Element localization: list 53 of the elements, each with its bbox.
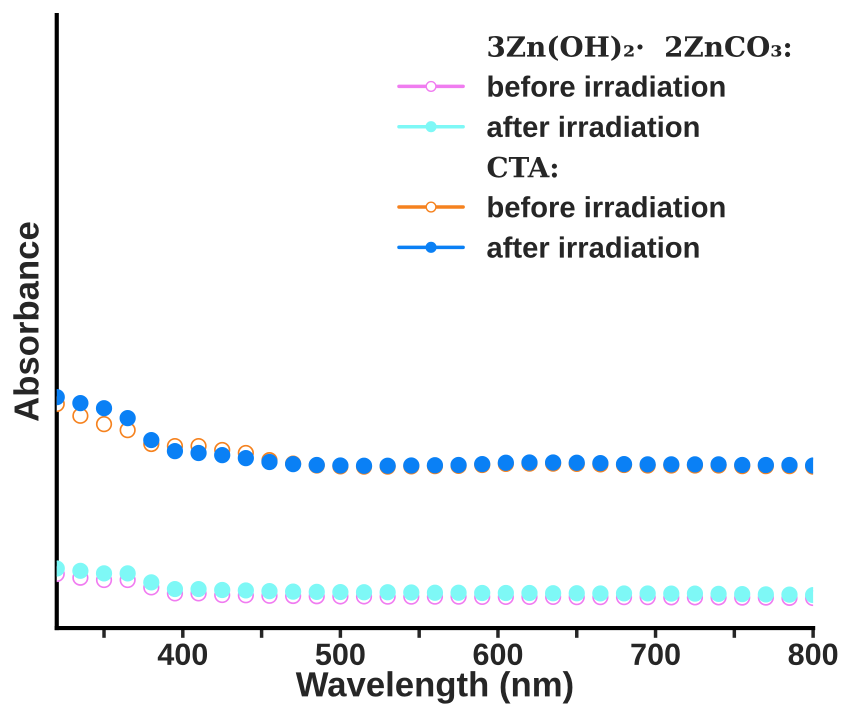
point: [96, 565, 112, 582]
point: [96, 400, 112, 416]
point: [426, 584, 444, 601]
point: [710, 586, 727, 602]
point: [663, 586, 680, 602]
point: [640, 585, 656, 602]
point: [238, 450, 254, 466]
point: [781, 586, 798, 603]
point: [120, 565, 136, 582]
point: [72, 394, 89, 412]
x-tick-label: 700: [631, 643, 680, 666]
text: 3Zn(OH)₂· 2ZnCO₃:: [488, 35, 790, 61]
point: [308, 584, 325, 600]
point: [261, 583, 278, 600]
point: [190, 444, 207, 462]
point: [143, 574, 160, 590]
point: [214, 446, 230, 464]
point: [190, 580, 207, 598]
point: [380, 584, 396, 600]
point: [166, 580, 184, 598]
point: [214, 582, 230, 598]
point: [332, 584, 349, 600]
point: [238, 582, 254, 599]
point: [686, 586, 704, 602]
point: [450, 584, 467, 601]
x-tick-label: 500: [316, 643, 365, 666]
point: [734, 586, 750, 602]
point: [545, 585, 562, 602]
point: [284, 583, 302, 600]
point: [474, 584, 490, 602]
y-axis-title: Absorbance: [13, 222, 39, 422]
x-tick-label: 400: [158, 643, 208, 666]
legend-label: after irradiation: [487, 116, 699, 138]
legend-label: before irradiation: [488, 75, 725, 97]
text: CTA:: [488, 156, 557, 178]
legend-label: before irradiation: [488, 196, 725, 218]
point: [521, 584, 538, 602]
point: [498, 584, 514, 602]
x-tick-label: 800: [788, 643, 838, 666]
x-axis-title: Wavelength (nm): [296, 671, 572, 704]
point: [120, 410, 136, 426]
point: [143, 432, 160, 448]
point: [166, 443, 184, 460]
point: [616, 585, 632, 602]
point: [96, 416, 112, 432]
point: [403, 584, 420, 601]
point: [592, 585, 609, 602]
point: [568, 585, 585, 602]
x-tick-label: 600: [474, 643, 522, 666]
point: [758, 586, 774, 602]
point: [356, 584, 372, 600]
point: [72, 562, 89, 579]
legend-label: after irradiation: [487, 236, 699, 258]
